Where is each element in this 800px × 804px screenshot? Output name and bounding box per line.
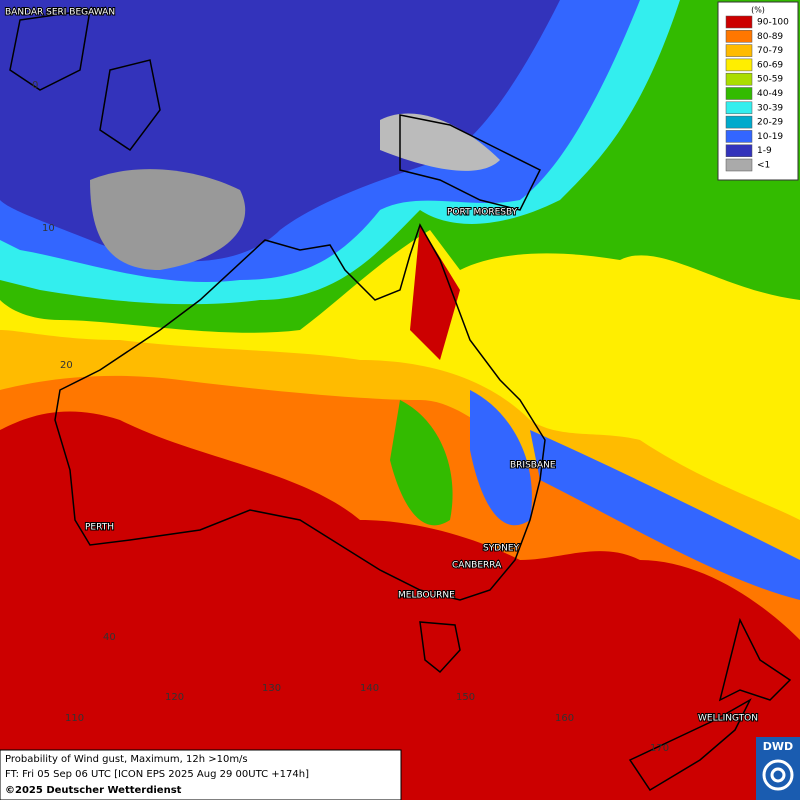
logo-swirl: [770, 767, 786, 783]
legend-label: 50-59: [757, 75, 783, 85]
legend-label: 70-79: [757, 46, 783, 56]
field-blue: [530, 430, 800, 600]
labels: BANDAR SERI BEGAWAN PORT MORESBY BRISBANE P…: [4, 7, 759, 755]
grid-label: 170: [650, 743, 669, 754]
footer-title: Probability of Wind gust, Maximum, 12h >…: [5, 754, 248, 765]
grid-label: 0: [32, 80, 38, 91]
footer-box: [0, 749, 402, 801]
island-coast: [9, 9, 91, 91]
city-label: BANDAR SERI BEGAWAN: [5, 8, 115, 18]
legend-label: 40-49: [757, 89, 783, 99]
legend-label: 20-29: [757, 118, 783, 128]
legend-swatch: [725, 130, 753, 143]
legend-label: 90-100: [757, 18, 789, 28]
new-guinea-coast: [399, 114, 542, 211]
legend-swatch: [725, 158, 753, 172]
legend-swatch: [725, 115, 753, 129]
footer-copyright: ©2025 Deutscher Wetterdienst: [5, 785, 182, 796]
city-label: CANBERRA: [452, 561, 502, 571]
australia-coast: [54, 223, 546, 601]
city-label: PERTH: [85, 523, 114, 533]
grid-label: 150: [456, 692, 475, 703]
grid-label: 110: [65, 713, 84, 724]
legend-label: 60-69: [757, 60, 783, 70]
field-grey: [380, 113, 500, 171]
legend-swatch: [725, 72, 753, 86]
city-label: WELLINGTON: [698, 714, 758, 724]
city-label: BRISBANE: [510, 461, 556, 471]
legend-title: (%): [751, 6, 765, 15]
field-grey: [90, 169, 246, 270]
legend: 90-100 80-89 70-79 60-69 50-59 40-49 30-39 20-2…: [725, 15, 789, 172]
grid-label: 130: [262, 683, 281, 694]
city-label: PORT MORESBY: [447, 208, 518, 218]
legend-swatch: [725, 58, 753, 72]
nz-coast: [628, 698, 752, 792]
logo-swirl: [762, 759, 794, 791]
grid-label: 160: [555, 713, 574, 724]
footer-forecast: FT: Fri 05 Sep 06 UTC [ICON EPS 2025 Aug…: [5, 769, 309, 780]
legend-label: <1: [757, 161, 770, 171]
legend-label: 10-19: [757, 132, 783, 142]
grid-label: 140: [360, 683, 379, 694]
tasmania-coast: [419, 621, 461, 674]
legend-swatch: [725, 144, 753, 157]
field-blue: [470, 390, 532, 526]
city-label: SYDNEY: [483, 544, 520, 554]
legend-label: 1-9: [757, 146, 772, 156]
island-coast: [99, 59, 161, 152]
grid-label: 120: [165, 692, 184, 703]
logo-text: DWD: [763, 740, 793, 753]
field-red: [410, 225, 460, 360]
grid-label: 20: [60, 360, 73, 371]
legend-label: 30-39: [757, 103, 783, 113]
legend-swatch: [725, 30, 753, 43]
legend-swatch: [725, 44, 753, 57]
field-green: [390, 400, 453, 526]
coastline: [9, 9, 792, 792]
grid-label: 40: [103, 632, 116, 643]
legend-swatch: [725, 101, 753, 115]
legend-swatch: [725, 15, 753, 29]
nz-coast: [718, 617, 792, 702]
legend-label: 80-89: [757, 32, 783, 42]
legend-swatch: [725, 87, 753, 100]
city-label: MELBOURNE: [398, 591, 455, 601]
grid-label: 10: [42, 223, 55, 234]
